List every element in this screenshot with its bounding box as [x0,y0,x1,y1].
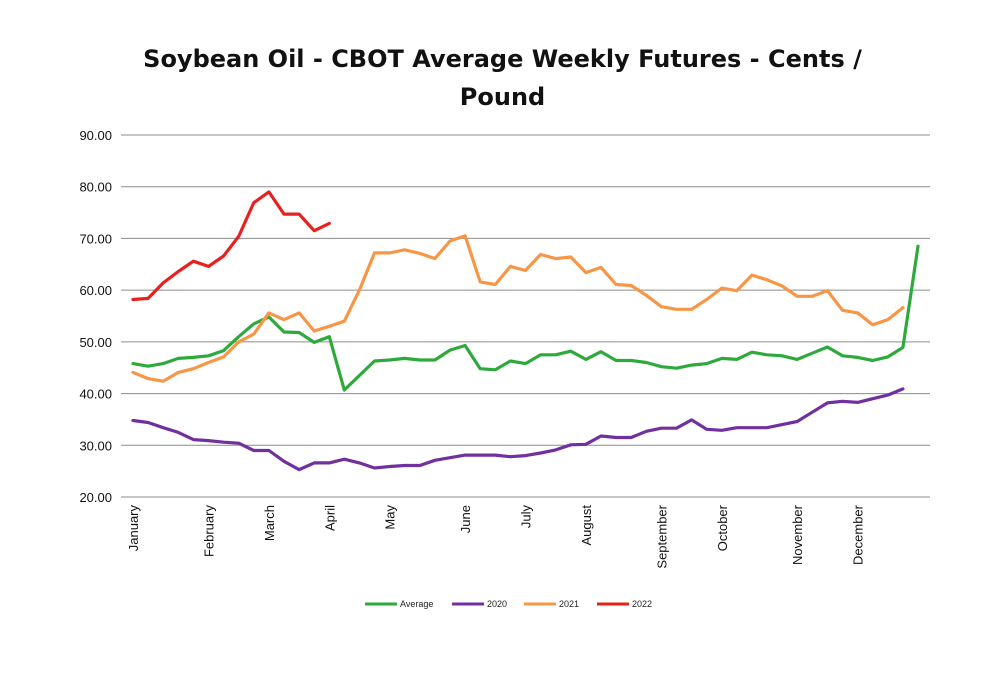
legend-label: Average [400,599,433,609]
x-tick-label: August [579,505,594,546]
y-tick-label: 80.00 [79,180,112,195]
legend-label: 2020 [487,599,507,609]
series-lines [131,190,920,472]
x-tick-label: January [126,505,141,552]
y-tick-label: 70.00 [79,231,112,246]
x-tick-label: October [715,504,730,551]
x-axis-ticks: January February March April May June July Augu… [126,504,866,568]
y-tick-label: 60.00 [79,283,112,298]
chart-title-line-1: Soybean Oil - CBOT Average Weekly Future… [143,45,862,73]
legend-label: 2022 [632,599,652,609]
x-tick-label: June [458,505,473,533]
legend-item-2020: 2020 [452,599,507,609]
chart-title: Soybean Oil - CBOT Average Weekly Future… [0,40,1005,116]
y-tick-label: 40.00 [79,387,112,402]
series-line-2020 [131,387,905,472]
y-tick-label: 90.00 [79,128,112,143]
legend-item-2022: 2022 [597,599,652,609]
legend-item-2021: 2021 [524,599,579,609]
series-line-2022 [131,190,331,302]
x-tick-label: February [201,505,216,558]
series-line-average [131,244,920,392]
x-tick-label: December [851,504,866,565]
y-axis-ticks: 20.00 30.00 40.00 50.00 60.00 70.00 80.00 90.00 [79,128,112,505]
x-tick-label: March [262,505,277,541]
y-tick-label: 50.00 [79,335,112,350]
x-tick-label: May [383,505,398,530]
y-tick-label: 30.00 [79,438,112,453]
gridlines [121,134,930,498]
legend-item-average: Average [365,599,433,609]
x-tick-label: April [322,505,337,531]
x-tick-label: September [654,504,669,568]
y-tick-label: 20.00 [79,490,112,505]
x-tick-label: July [519,505,534,529]
legend: Average 2020 2021 2022 [365,599,652,609]
x-tick-label: November [790,504,805,565]
chart-title-line-2: Pound [459,83,546,111]
series-line-2021 [131,234,905,383]
legend-label: 2021 [559,599,579,609]
